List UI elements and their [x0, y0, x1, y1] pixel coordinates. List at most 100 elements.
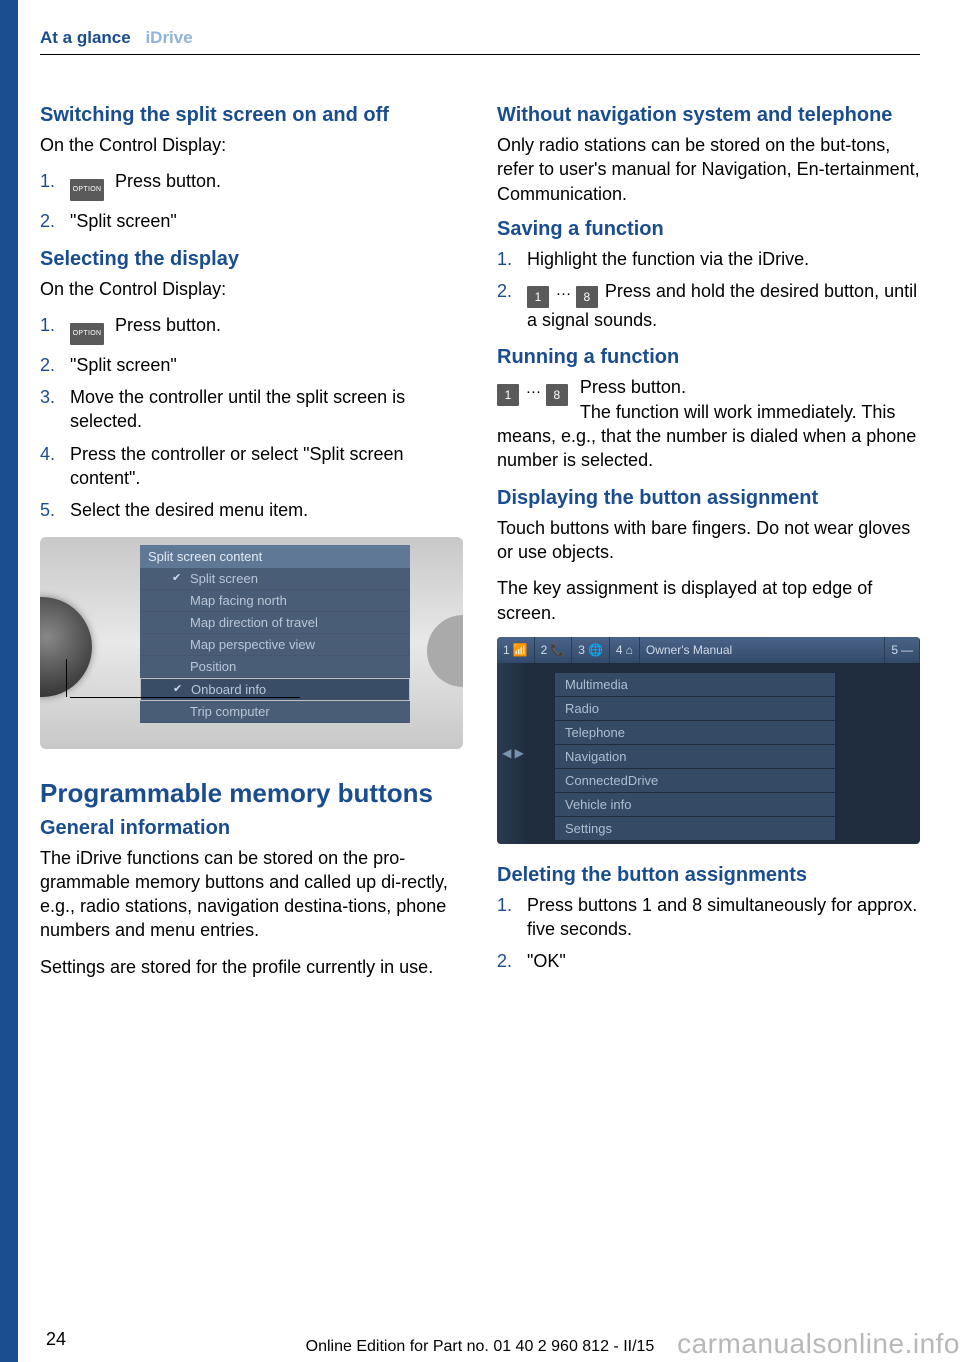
header-rule	[40, 54, 920, 55]
list-item: 1. Press buttons 1 and 8 simultaneously …	[497, 893, 920, 942]
menu-item: Vehicle info	[555, 793, 835, 816]
button-1-icon	[527, 286, 549, 308]
header-section: At a glance	[40, 28, 131, 47]
home-icon: ⌂	[626, 643, 633, 657]
split-screen-illustration: Split screen content ✔Split screen Map f…	[40, 537, 463, 749]
text: On the Control Display:	[40, 133, 463, 157]
button-8-icon	[546, 384, 568, 406]
text: The key assignment is displayed at top e…	[497, 576, 920, 625]
menu-item: Telephone	[555, 721, 835, 744]
heading-deleting: Deleting the button assignments	[497, 864, 920, 887]
run-line2: The function will work immediately. This…	[497, 402, 916, 471]
list-item: 2. … Press and hold the desired button, …	[497, 279, 920, 332]
heading-selecting: Selecting the display	[40, 248, 463, 271]
check-icon: ✔	[173, 684, 184, 694]
menu-item: ConnectedDrive	[555, 769, 835, 792]
step-number: 2.	[40, 353, 55, 377]
heading-programmable: Programmable memory buttons	[40, 779, 463, 809]
heading-general-info: General information	[40, 817, 463, 840]
menu-title: Split screen content	[140, 545, 410, 568]
bar-cell: 1 📶	[497, 637, 535, 663]
heading-displaying: Displaying the button assignment	[497, 487, 920, 510]
menu-item: Navigation	[555, 745, 835, 768]
bar-cell-wide: Owner's Manual	[640, 637, 885, 663]
step-number: 4.	[40, 442, 55, 466]
side-arrows-icon: ◀ ▶	[497, 663, 529, 844]
step-text: "OK"	[527, 951, 566, 971]
check-icon: ✔	[172, 573, 183, 583]
step-text: "Split screen"	[70, 355, 177, 375]
button-bar: 1 📶 2 📞 3 🌐 4 ⌂ Owner's Manual 5 —	[497, 637, 920, 663]
signal-icon: 📶	[513, 643, 528, 657]
step-number: 1.	[497, 247, 512, 271]
option-button-icon: OPTION	[70, 323, 104, 345]
step-number: 2.	[40, 209, 55, 233]
menu-item: Trip computer	[140, 701, 410, 723]
list-selecting: 1. OPTION Press button. 2. "Split screen…	[40, 313, 463, 523]
step-text: Press buttons 1 and 8 simultaneously for…	[527, 895, 917, 939]
step-number: 5.	[40, 498, 55, 522]
step-number: 2.	[497, 279, 512, 303]
right-column: Without navigation system and telephone …	[497, 100, 920, 991]
text: On the Control Display:	[40, 277, 463, 301]
text: Settings are stored for the profile curr…	[40, 955, 463, 979]
list-item: 3. Move the controller until the split s…	[40, 385, 463, 434]
bar-cell: 3 🌐	[572, 637, 610, 663]
bar-cell: 2 📞	[535, 637, 573, 663]
run-line1: Press button.	[580, 377, 686, 397]
heading-saving: Saving a function	[497, 218, 920, 241]
heading-running: Running a function	[497, 346, 920, 369]
button-1-icon	[497, 384, 519, 406]
step-number: 2.	[497, 949, 512, 973]
callout-line-icon	[70, 697, 300, 698]
menu-item: Map direction of travel	[140, 612, 410, 634]
header: At a glance iDrive	[40, 28, 193, 48]
menu-item: Map perspective view	[140, 634, 410, 656]
list-item: 1. OPTION Press button.	[40, 313, 463, 345]
left-rail	[0, 0, 18, 1362]
left-column: Switching the split screen on and off On…	[40, 100, 463, 991]
step-text: Move the controller until the split scre…	[70, 387, 405, 431]
menu-item: Settings	[555, 817, 835, 840]
menu-item: Multimedia	[555, 673, 835, 696]
dots-icon: …	[551, 282, 576, 299]
text: Only radio stations can be stored on the…	[497, 133, 920, 206]
main-menu-list: Multimedia Radio Telephone Navigation Co…	[555, 673, 835, 841]
text: … Press button. The function will work i…	[497, 375, 920, 472]
step-text: Press the controller or select "Split sc…	[70, 444, 404, 488]
step-number: 1.	[40, 313, 55, 337]
bar-cell: 5 —	[885, 637, 920, 663]
list-item: 1. OPTION Press button.	[40, 169, 463, 201]
right-cap-icon	[427, 615, 463, 687]
list-item: 2. "Split screen"	[40, 209, 463, 233]
button-assignment-illustration: 1 📶 2 📞 3 🌐 4 ⌂ Owner's Manual 5 — ◀ ▶ M…	[497, 637, 920, 844]
button-8-icon	[576, 286, 598, 308]
step-number: 3.	[40, 385, 55, 409]
menu-item: Radio	[555, 697, 835, 720]
buttons-1-8-icon: …	[497, 377, 570, 406]
step-text: "Split screen"	[70, 211, 177, 231]
list-item: 4. Press the controller or select "Split…	[40, 442, 463, 491]
text: The iDrive functions can be stored on th…	[40, 846, 463, 943]
menu-item: ✔Split screen	[140, 568, 410, 590]
list-switching: 1. OPTION Press button. 2. "Split screen…	[40, 169, 463, 233]
dots-icon: …	[521, 380, 546, 397]
list-deleting: 1. Press buttons 1 and 8 simultaneously …	[497, 893, 920, 974]
step-text: Select the desired menu item.	[70, 500, 308, 520]
step-text: Highlight the function via the iDrive.	[527, 249, 809, 269]
footer-text: Online Edition for Part no. 01 40 2 960 …	[0, 1338, 960, 1356]
step-number: 1.	[40, 169, 55, 193]
list-item: 5. Select the desired menu item.	[40, 498, 463, 522]
text: Touch buttons with bare fingers. Do not …	[497, 516, 920, 565]
list-item: 2. "OK"	[497, 949, 920, 973]
menu-item: Position	[140, 656, 410, 678]
step-number: 1.	[497, 893, 512, 917]
heading-switching: Switching the split screen on and off	[40, 104, 463, 127]
menu-item: Map facing north	[140, 590, 410, 612]
step-text: Press button.	[110, 315, 221, 335]
list-item: 2. "Split screen"	[40, 353, 463, 377]
list-saving: 1. Highlight the function via the iDrive…	[497, 247, 920, 333]
globe-icon: 🌐	[588, 643, 603, 657]
list-item: 1. Highlight the function via the iDrive…	[497, 247, 920, 271]
step-text: Press button.	[110, 171, 221, 191]
